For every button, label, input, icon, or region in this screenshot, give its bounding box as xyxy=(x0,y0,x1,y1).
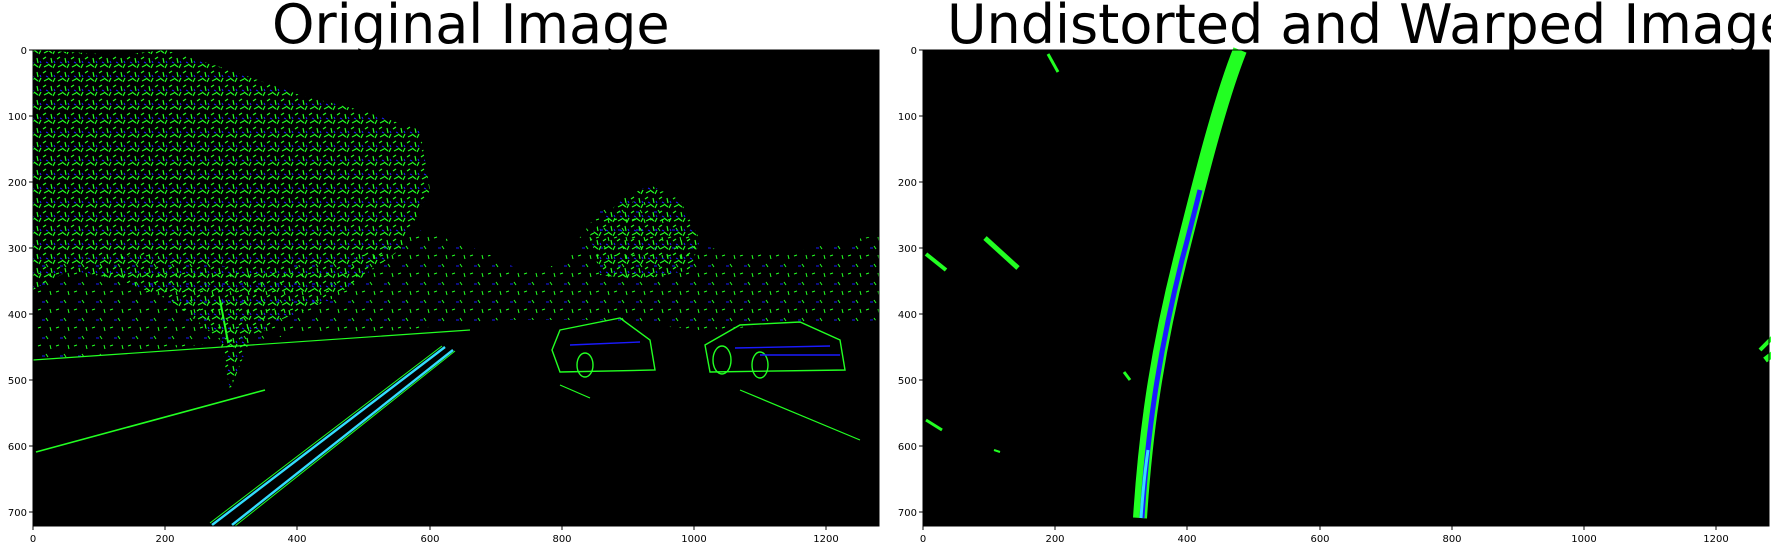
original-x-axis: 0 200 400 600 800 1000 1200 xyxy=(30,526,839,545)
x-tick-label: 1000 xyxy=(1571,534,1596,545)
original-y-axis: 0 100 200 300 400 500 600 700 xyxy=(8,46,33,519)
warped-image xyxy=(923,50,1769,526)
warped-y-axis: 0 100 200 300 400 500 600 700 xyxy=(898,46,923,519)
x-tick-label: 200 xyxy=(155,534,174,545)
y-tick-label: 400 xyxy=(8,310,27,321)
x-tick-label: 600 xyxy=(1310,534,1329,545)
y-tick-label: 700 xyxy=(8,508,27,519)
x-tick-label: 1200 xyxy=(1703,534,1728,545)
x-tick-label: 200 xyxy=(1045,534,1064,545)
y-tick-label: 500 xyxy=(8,376,27,387)
y-tick-label: 0 xyxy=(911,46,917,57)
y-tick-label: 100 xyxy=(8,112,27,123)
x-tick-label: 1200 xyxy=(813,534,838,545)
x-tick-label: 800 xyxy=(552,534,571,545)
y-tick-label: 200 xyxy=(898,178,917,189)
x-tick-label: 1000 xyxy=(681,534,706,545)
warped-image-panel: Undistorted and Warped Image 0 200 400 6… xyxy=(890,0,1771,549)
y-tick-label: 100 xyxy=(898,112,917,123)
x-tick-label: 400 xyxy=(1177,534,1196,545)
original-image-panel: Original Image xyxy=(0,0,890,549)
x-tick-label: 0 xyxy=(920,534,926,545)
warped-image-plot: 0 200 400 600 800 1000 1200 0 100 200 30… xyxy=(890,0,1771,549)
y-tick-label: 200 xyxy=(8,178,27,189)
y-tick-label: 700 xyxy=(898,508,917,519)
y-tick-label: 500 xyxy=(898,376,917,387)
y-tick-label: 300 xyxy=(8,244,27,255)
y-tick-label: 600 xyxy=(898,442,917,453)
y-tick-label: 300 xyxy=(898,244,917,255)
x-tick-label: 0 xyxy=(30,534,36,545)
original-image-plot: 0 200 400 600 800 1000 1200 0 100 200 30… xyxy=(0,0,890,549)
x-tick-label: 400 xyxy=(287,534,306,545)
y-tick-label: 600 xyxy=(8,442,27,453)
y-tick-label: 400 xyxy=(898,310,917,321)
x-tick-label: 800 xyxy=(1442,534,1461,545)
x-tick-label: 600 xyxy=(420,534,439,545)
y-tick-label: 0 xyxy=(21,46,27,57)
warped-x-axis: 0 200 400 600 800 1000 1200 xyxy=(920,526,1729,545)
